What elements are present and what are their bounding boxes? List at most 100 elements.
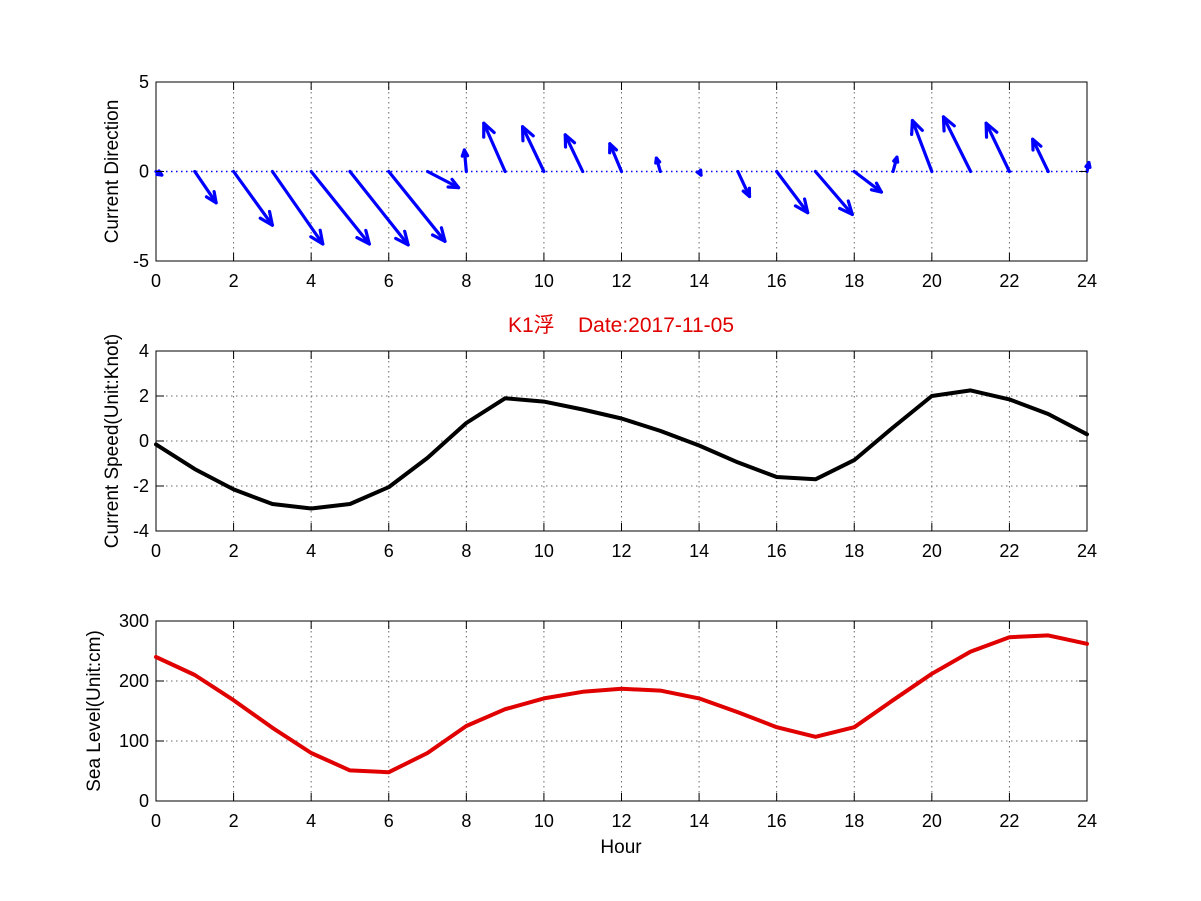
direction-arrows	[154, 115, 1092, 247]
direction-x-tick-label: 10	[534, 271, 554, 291]
direction-arrow-shaft	[1031, 137, 1050, 174]
speed-x-tick-label: 24	[1077, 541, 1097, 561]
sealevel-series	[154, 633, 1089, 775]
direction-arrow	[193, 169, 218, 205]
direction-arrow-head	[984, 121, 999, 139]
direction-arrow	[941, 115, 973, 174]
direction-arrow	[520, 125, 546, 174]
direction-arrow	[154, 169, 164, 177]
speed-x-tick-label: 20	[922, 541, 942, 561]
direction-arrow-head	[869, 181, 884, 194]
direction-arrow	[425, 169, 461, 190]
speed-y-axis-label: Current Speed(Unit:Knot)	[102, 334, 123, 548]
sealevel-x-tick-label: 20	[922, 811, 942, 831]
direction-arrow	[608, 142, 624, 174]
direction-arrow	[852, 169, 884, 194]
speed-x-tick-label: 22	[999, 541, 1019, 561]
sealevel-y-tick-label: 200	[119, 671, 149, 691]
direction-arrow-head	[892, 155, 900, 164]
sealevel-x-tick-label: 4	[306, 811, 316, 831]
direction-arrow	[482, 121, 507, 174]
sealevel-x-tick-label: 8	[461, 811, 471, 831]
direction-arrow-head	[520, 125, 535, 143]
sealevel-x-tick-label: 10	[534, 811, 554, 831]
direction-arrow-shaft	[482, 121, 507, 174]
sealevel-x-axis-label: Hour	[600, 837, 642, 858]
direction-arrow	[984, 121, 1012, 174]
sealevel-x-tick-label: 12	[611, 811, 631, 831]
direction-arrow-head	[741, 186, 752, 199]
direction-arrow	[891, 155, 900, 174]
direction-arrow-head	[563, 133, 577, 149]
direction-arrow-shaft	[852, 169, 884, 194]
direction-arrow-shaft	[520, 125, 546, 174]
sealevel-y-tick-label: 300	[119, 611, 149, 631]
speed-y-tick-label: -4	[133, 521, 149, 541]
sealevel-x-tick-label: 2	[229, 811, 239, 831]
direction-arrow-shaft	[387, 169, 447, 243]
speed-panel: K1浮 Date:2017-11-05 0 2 4 6 8 10 12 14 16 18 20 22 2…	[102, 314, 1097, 561]
speed-y-tick-label: 0	[139, 431, 149, 451]
direction-arrow-head	[204, 190, 218, 205]
direction-x-tick-label: 22	[999, 271, 1019, 291]
direction-arrow	[387, 169, 447, 243]
speed-x-tick-label: 14	[689, 541, 709, 561]
direction-arrow-head	[654, 156, 662, 165]
direction-arrow-head	[460, 148, 470, 158]
speed-x-tick-label: 6	[384, 541, 394, 561]
direction-arrow-head	[482, 121, 496, 139]
direction-arrow-head	[155, 169, 164, 177]
speed-series-line	[154, 388, 1089, 511]
direction-arrow	[910, 118, 934, 174]
direction-panel: 0 2 4 6 8 10 12 14 16 18 20 22 24 -505 Current Direc…	[102, 72, 1097, 291]
direction-arrow	[1031, 137, 1050, 174]
direction-arrow	[654, 156, 662, 174]
direction-x-tick-label: 4	[306, 271, 316, 291]
sealevel-y-tick-label: 0	[139, 791, 149, 811]
speed-y-tick-label: 4	[139, 341, 149, 361]
speed-x-tick-label: 18	[844, 541, 864, 561]
direction-arrow	[775, 169, 810, 215]
sealevel-x-tick-label: 0	[151, 811, 161, 831]
direction-y-tick-label: 0	[139, 162, 149, 182]
direction-arrow-head	[793, 197, 810, 215]
sealevel-x-ticks: 0 2 4 6 8 10 12 14 16 18 20 22 24	[151, 621, 1097, 831]
sealevel-x-tick-label: 16	[767, 811, 787, 831]
direction-arrow-shaft	[608, 142, 624, 174]
speed-x-tick-label: 8	[461, 541, 471, 561]
speed-x-tick-label: 4	[306, 541, 316, 561]
direction-arrow-head	[695, 168, 703, 177]
direction-y-tick-label: -5	[133, 251, 149, 271]
sealevel-y-tick-label: 100	[119, 731, 149, 751]
direction-arrow-head	[446, 177, 461, 190]
direction-arrow-shaft	[425, 169, 461, 190]
sealevel-y-axis-label: Sea Level(Unit:cm)	[84, 630, 105, 792]
direction-y-axis-label: Current Direction	[102, 100, 123, 244]
direction-x-tick-label: 20	[922, 271, 942, 291]
direction-arrow	[563, 133, 585, 174]
direction-arrow-shaft	[563, 133, 585, 174]
direction-x-tick-label: 0	[151, 271, 161, 291]
direction-arrow-head	[309, 228, 325, 246]
direction-arrow-head	[1031, 137, 1043, 152]
direction-arrow	[695, 168, 703, 177]
direction-arrow-shaft	[941, 115, 973, 174]
direction-arrow-head	[394, 229, 410, 247]
sealevel-y-ticks: 0 100 200 300	[119, 611, 1087, 811]
direction-arrow-shaft	[775, 169, 810, 215]
direction-arrow-head	[608, 142, 619, 155]
direction-arrow-shaft	[348, 169, 410, 247]
direction-arrow	[348, 169, 410, 247]
speed-x-tick-label: 2	[229, 541, 239, 561]
sealevel-x-tick-label: 22	[999, 811, 1019, 831]
direction-y-ticks: -5 0 5	[133, 72, 1087, 271]
sealevel-series-line	[154, 633, 1089, 775]
direction-x-tick-label: 14	[689, 271, 709, 291]
direction-arrow-head	[910, 118, 924, 137]
chart-title: K1浮 Date:2017-11-05	[508, 314, 734, 337]
direction-arrow	[270, 169, 325, 246]
direction-arrow-head	[941, 115, 956, 133]
direction-x-tick-label: 6	[384, 271, 394, 291]
direction-arrow-shaft	[309, 169, 371, 246]
